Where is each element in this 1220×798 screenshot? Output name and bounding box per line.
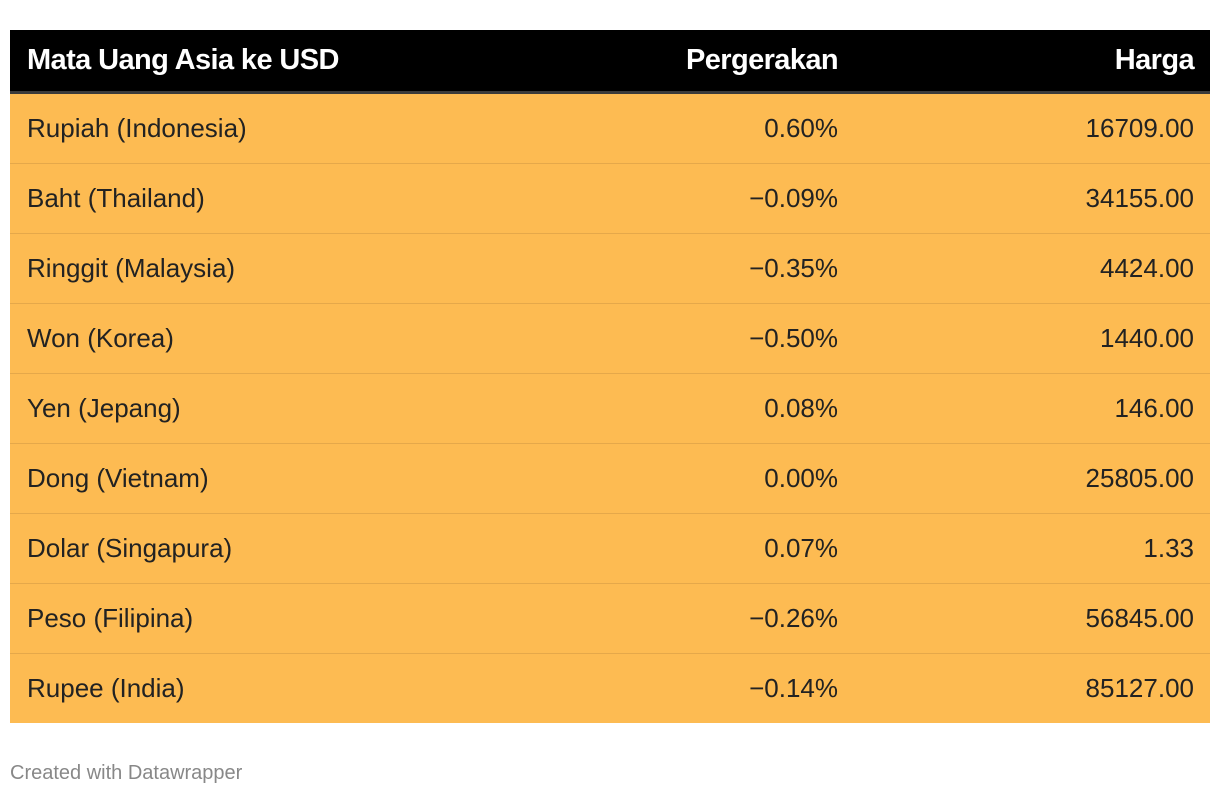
cell-currency: Rupee (India) <box>27 673 185 703</box>
cell-currency: Dolar (Singapura) <box>27 533 233 563</box>
cell-currency: Rupiah (Indonesia) <box>27 113 247 143</box>
cell-change: 0.00% <box>764 463 838 493</box>
cell-change: 0.60% <box>764 113 838 143</box>
cell-change: −0.14% <box>749 673 838 703</box>
cell-price: 1440.00 <box>1100 323 1194 353</box>
column-header-currency: Mata Uang Asia ke USD <box>27 44 339 76</box>
table-row: Dolar (Singapura) 0.07% 1.33 <box>10 514 1210 584</box>
column-header-change: Pergerakan <box>686 44 839 76</box>
cell-price: 16709.00 <box>1085 113 1194 143</box>
table-row: Rupiah (Indonesia) 0.60% 16709.00 <box>10 94 1210 164</box>
table-row: Ringgit (Malaysia) −0.35% 4424.00 <box>10 234 1210 304</box>
cell-price: 56845.00 <box>1085 603 1194 633</box>
cell-change: −0.50% <box>749 323 838 353</box>
table-row: Won (Korea) −0.50% 1440.00 <box>10 304 1210 374</box>
cell-currency: Dong (Vietnam) <box>27 463 209 493</box>
table-header: Mata Uang Asia ke USD Pergerakan Harga <box>10 30 1210 94</box>
cell-currency: Peso (Filipina) <box>27 603 194 633</box>
cell-change: 0.07% <box>764 533 838 563</box>
cell-currency: Yen (Jepang) <box>27 393 181 423</box>
cell-price: 1.33 <box>1143 533 1194 563</box>
cell-currency: Won (Korea) <box>27 323 174 353</box>
cell-price: 34155.00 <box>1085 183 1194 213</box>
cell-change: 0.08% <box>764 393 838 423</box>
table-row: Rupee (India) −0.14% 85127.00 <box>10 654 1210 723</box>
table-row: Dong (Vietnam) 0.00% 25805.00 <box>10 444 1210 514</box>
table-body: Rupiah (Indonesia) 0.60% 16709.00 Baht (Tha… <box>10 94 1210 723</box>
cell-price: 146.00 <box>1114 393 1194 423</box>
cell-currency: Ringgit (Malaysia) <box>27 253 236 283</box>
cell-change: −0.26% <box>749 603 838 633</box>
cell-change: −0.09% <box>749 183 838 213</box>
cell-price: 25805.00 <box>1085 463 1194 493</box>
table-row: Baht (Thailand) −0.09% 34155.00 <box>10 164 1210 234</box>
column-header-price: Harga <box>1114 44 1195 76</box>
cell-currency: Baht (Thailand) <box>27 183 205 213</box>
currency-table: Mata Uang Asia ke USD Pergerakan Harga R… <box>10 30 1210 723</box>
table-row: Yen (Jepang) 0.08% 146.00 <box>10 374 1210 444</box>
cell-price: 4424.00 <box>1100 253 1194 283</box>
cell-price: 85127.00 <box>1085 673 1194 703</box>
footer-credit: Created with Datawrapper <box>10 762 243 784</box>
table-row: Peso (Filipina) −0.26% 56845.00 <box>10 584 1210 654</box>
cell-change: −0.35% <box>749 253 838 283</box>
